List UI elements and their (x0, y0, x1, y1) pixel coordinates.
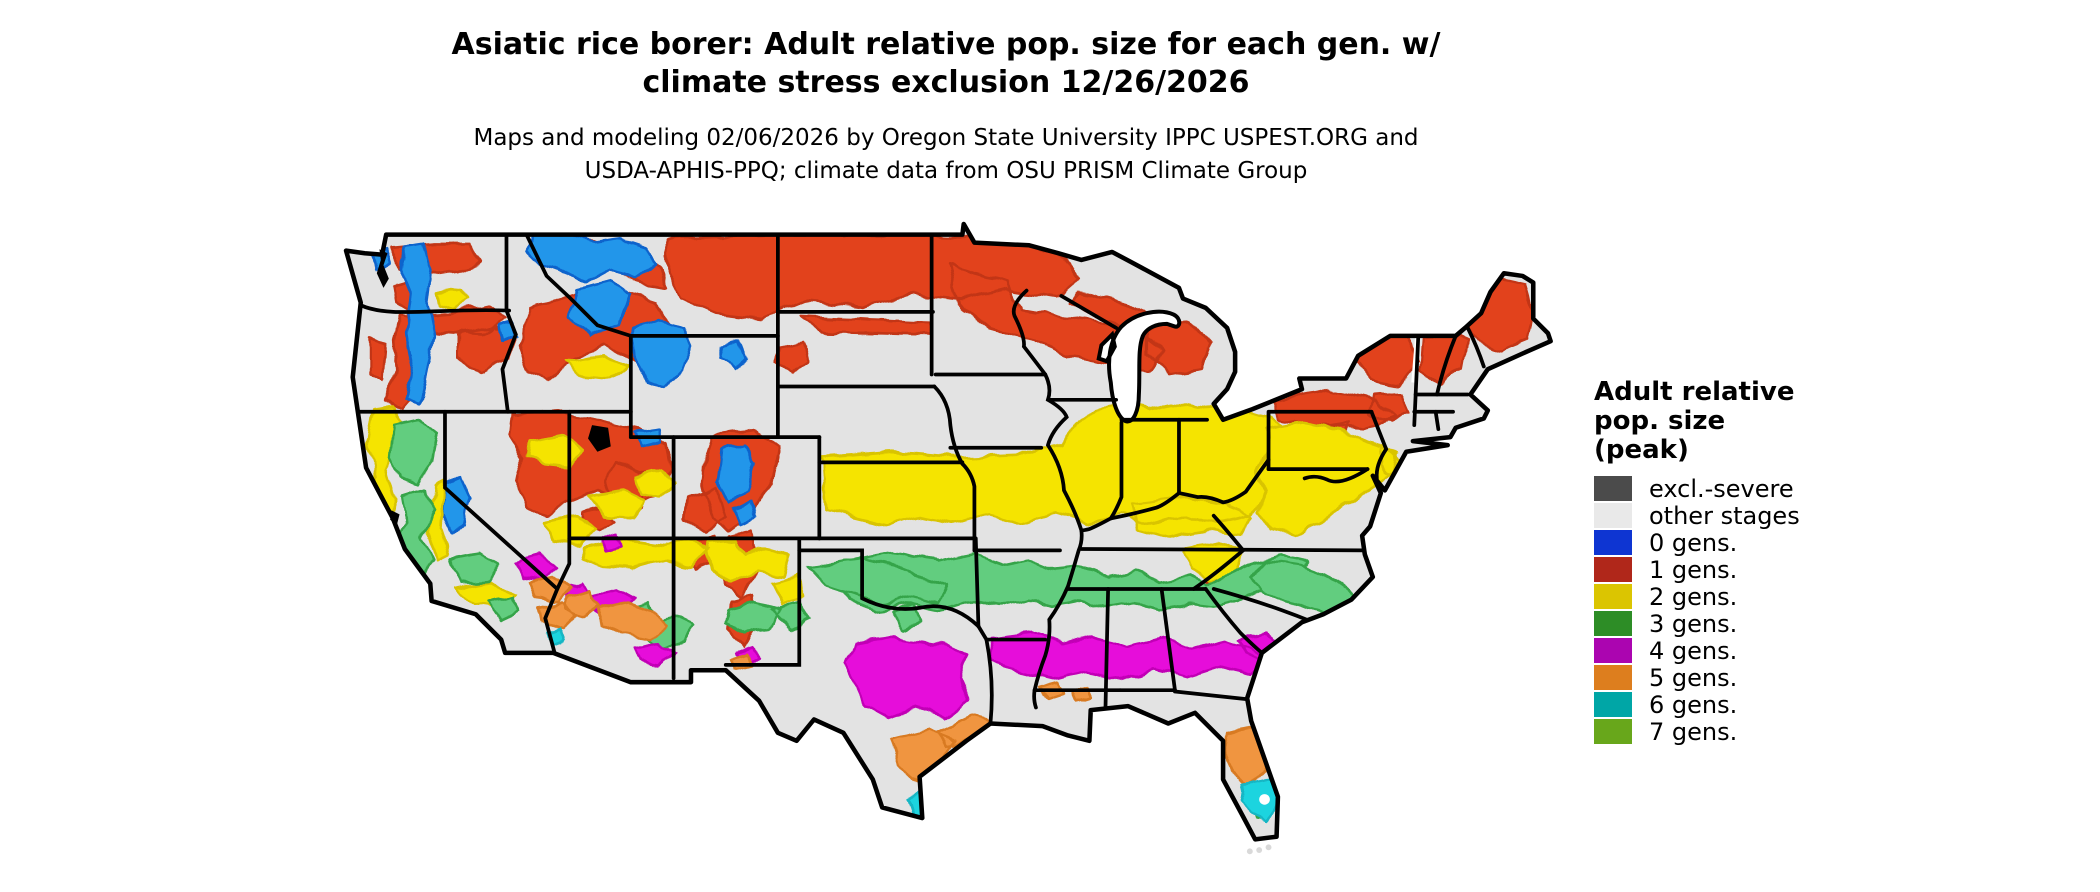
great-lakes (1096, 309, 1419, 805)
conus-pest-map (330, 212, 1560, 878)
legend-item-5-gens: 5 gens. (1594, 663, 1924, 692)
legend-label: 1 gens. (1649, 555, 1738, 584)
legend-label: excl.-severe (1649, 474, 1794, 503)
legend-item-other-stages: other stages (1594, 501, 1924, 530)
legend-item-3-gens: 3 gens. (1594, 609, 1924, 638)
lake-michigan (1096, 309, 1182, 424)
title-line-2: climate stress exclusion 12/26/2026 (642, 65, 1250, 100)
legend-swatch (1594, 638, 1632, 663)
page-title: Asiatic rice borer: Adult relative pop. … (330, 26, 1562, 102)
florida-keys (1246, 844, 1272, 855)
legend-label: 0 gens. (1649, 528, 1738, 557)
legend-items: excl.-severe other stages 0 gens. 1 gens. 2 … (1594, 474, 1924, 746)
lake-okeechobee (1259, 794, 1270, 805)
legend-swatch (1594, 692, 1632, 717)
legend-label: 4 gens. (1649, 636, 1738, 665)
legend-swatch (1594, 476, 1632, 501)
title-line-1: Asiatic rice borer: Adult relative pop. … (451, 27, 1441, 62)
subtitle-line-2: USDA-APHIS-PPQ; climate data from OSU PR… (584, 158, 1308, 184)
regions-4-gens (514, 533, 1284, 720)
regions-0-gens (371, 231, 758, 535)
legend-label: 3 gens. (1649, 609, 1738, 638)
page-subtitle: Maps and modeling 02/06/2026 by Oregon S… (330, 122, 1562, 188)
legend: Adult relative pop. size (peak) excl.-se… (1594, 378, 1924, 746)
legend-label: 5 gens. (1649, 663, 1738, 692)
legend-swatch (1594, 557, 1632, 582)
great-salt-lake (588, 425, 611, 452)
legend-swatch (1594, 503, 1632, 528)
legend-title-line-3: (peak) (1594, 435, 1689, 465)
legend-item-0-gens: 0 gens. (1594, 528, 1924, 557)
legend-swatch (1594, 665, 1632, 690)
legend-title: Adult relative pop. size (peak) (1594, 378, 1924, 465)
legend-swatch (1594, 584, 1632, 609)
us-map-svg (330, 212, 1560, 855)
legend-label: 7 gens. (1649, 717, 1738, 746)
legend-label: 2 gens. (1649, 582, 1738, 611)
legend-label: 6 gens. (1649, 690, 1738, 719)
legend-label: other stages (1649, 501, 1800, 530)
legend-swatch (1594, 611, 1632, 636)
legend-swatch (1594, 719, 1632, 744)
legend-swatch (1594, 530, 1632, 555)
legend-title-line-2: pop. size (1594, 406, 1726, 436)
state-borders (353, 232, 1486, 726)
legend-item-6-gens: 6 gens. (1594, 690, 1924, 719)
legend-item-1-gens: 1 gens. (1594, 555, 1924, 584)
subtitle-line-1: Maps and modeling 02/06/2026 by Oregon S… (473, 125, 1419, 151)
legend-title-line-1: Adult relative (1594, 377, 1795, 407)
legend-item-7-gens: 7 gens. (1594, 717, 1924, 746)
puget-sound (376, 249, 389, 288)
legend-item-4-gens: 4 gens. (1594, 636, 1924, 665)
legend-item-2-gens: 2 gens. (1594, 582, 1924, 611)
legend-item-excl-severe: excl.-severe (1594, 474, 1924, 503)
